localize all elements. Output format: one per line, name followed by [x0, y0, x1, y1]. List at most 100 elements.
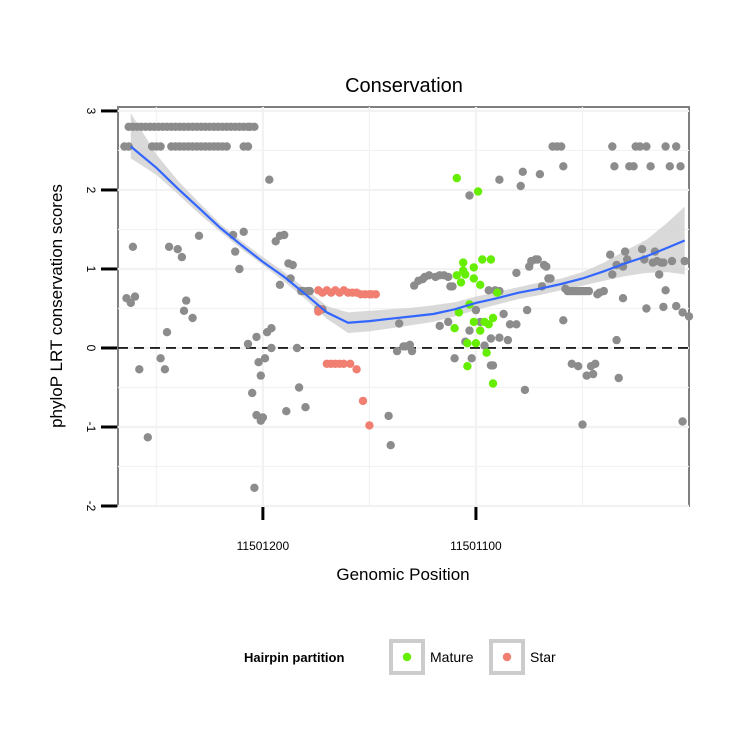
- data-point-other: [444, 272, 453, 282]
- x-tick-label: 11501200: [237, 539, 290, 553]
- data-point-other: [678, 417, 687, 426]
- data-point-other: [546, 274, 555, 283]
- data-point-other: [222, 142, 231, 151]
- data-point-other: [642, 142, 651, 151]
- data-point-other: [135, 365, 144, 374]
- data-point-other: [635, 142, 645, 151]
- data-point-mature: [482, 348, 491, 357]
- data-point-mature: [469, 263, 478, 272]
- data-point-other: [680, 256, 689, 266]
- series-other: [120, 122, 694, 492]
- data-point-other: [608, 270, 617, 279]
- data-point-other: [557, 142, 566, 151]
- plot-background: [117, 106, 690, 507]
- data-point-other: [503, 335, 513, 345]
- data-point-other: [659, 302, 668, 312]
- data-point-other: [235, 264, 244, 274]
- x-axis-title: Genomic Position: [336, 565, 469, 584]
- data-point-other: [620, 247, 630, 256]
- data-point-other: [424, 271, 434, 280]
- data-point-other: [173, 245, 182, 254]
- loess-smooth-line: [130, 145, 686, 324]
- y-tick-label: -1: [84, 422, 98, 433]
- data-point-other: [486, 334, 496, 343]
- y-tick-label: -2: [84, 501, 98, 512]
- y-axis-title: phyloP LRT conservation scores: [47, 184, 66, 428]
- data-point-other: [608, 142, 617, 151]
- data-point-other: [542, 262, 551, 271]
- data-point-mature: [463, 339, 472, 348]
- data-point-mature: [469, 274, 478, 283]
- data-point-other: [294, 383, 304, 392]
- data-point-other: [678, 308, 687, 317]
- data-point-other: [143, 433, 152, 442]
- data-point-other: [156, 354, 165, 363]
- data-point-mature: [488, 379, 498, 388]
- data-point-star: [358, 396, 368, 406]
- data-point-other: [243, 339, 253, 349]
- data-point-mature: [476, 326, 485, 335]
- data-point-other: [405, 340, 415, 349]
- data-point-other: [162, 328, 172, 337]
- data-point-other: [248, 388, 257, 398]
- data-point-other: [665, 162, 674, 171]
- data-point-other: [250, 483, 259, 492]
- data-point-star: [371, 290, 380, 299]
- data-point-other: [448, 282, 457, 291]
- data-point-other: [591, 359, 600, 368]
- data-point-other: [267, 324, 276, 333]
- data-point-other: [256, 371, 265, 380]
- data-point-mature: [478, 255, 487, 264]
- data-point-mature: [461, 270, 470, 279]
- data-point-other: [450, 354, 459, 363]
- data-point-other: [444, 317, 453, 327]
- data-point-star: [339, 359, 348, 368]
- data-point-mature: [488, 313, 498, 323]
- data-point-other: [614, 373, 623, 383]
- data-point-other: [305, 286, 314, 296]
- data-point-other: [267, 343, 276, 353]
- data-point-mature: [456, 278, 466, 287]
- data-point-other: [160, 365, 170, 374]
- data-point-mature: [493, 288, 502, 297]
- data-point-other: [465, 326, 474, 335]
- data-point-star: [352, 365, 361, 374]
- chart-title: Conservation: [345, 75, 463, 97]
- data-point-other: [533, 255, 542, 264]
- data-point-mature: [471, 339, 481, 348]
- data-point-other: [480, 341, 489, 350]
- data-point-other: [258, 413, 268, 422]
- data-point-star: [346, 359, 355, 368]
- data-point-mature: [469, 317, 478, 327]
- y-tick-label: 3: [84, 108, 98, 115]
- data-point-other: [676, 162, 685, 171]
- data-point-other: [512, 268, 521, 278]
- data-point-other: [435, 321, 444, 331]
- data-point-mature: [454, 308, 464, 317]
- data-point-other: [164, 242, 174, 251]
- legend-title: Hairpin partition: [244, 650, 344, 665]
- data-point-other: [471, 305, 481, 315]
- data-point-other: [392, 346, 402, 356]
- series-star: [314, 286, 380, 430]
- data-point-other: [254, 358, 263, 367]
- data-point-other: [629, 162, 638, 171]
- data-point-other: [559, 162, 568, 171]
- data-point-other: [574, 362, 583, 371]
- data-point-other: [618, 294, 628, 303]
- data-point-other: [606, 250, 615, 259]
- data-point-other: [495, 175, 504, 184]
- data-point-mature: [473, 187, 483, 196]
- data-point-other: [243, 142, 253, 151]
- data-point-other: [265, 175, 274, 184]
- legend: Hairpin partition Mature Star: [244, 639, 556, 675]
- data-point-other: [194, 231, 204, 240]
- data-point-mature: [452, 271, 461, 280]
- data-point-star: [314, 307, 323, 316]
- data-point-other: [188, 313, 197, 323]
- data-point-other: [467, 354, 476, 363]
- data-point-other: [124, 142, 133, 151]
- data-point-other: [612, 335, 621, 345]
- data-point-other: [465, 191, 474, 200]
- data-point-other: [582, 371, 591, 380]
